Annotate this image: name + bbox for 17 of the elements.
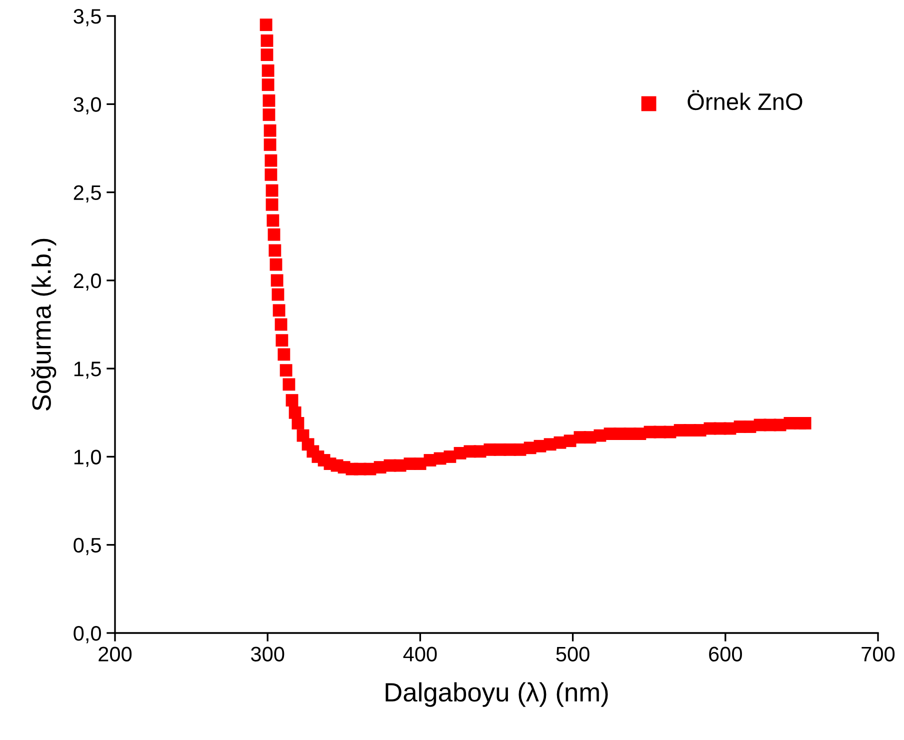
y-tick-label: 2,5 (74, 185, 101, 202)
x-tick-label: 500 (556, 646, 590, 662)
y-tick-label: 0,0 (74, 626, 101, 644)
legend-label: Örnek ZnO (688, 90, 802, 110)
y-tick-label: 1,5 (74, 362, 101, 379)
y-tick-label: 3,5 (74, 9, 101, 26)
x-tick-label: 200 (98, 646, 132, 662)
x-tick-label: 600 (709, 646, 742, 662)
x-tick-label: 300 (251, 646, 284, 662)
y-tick-label: 3,0 (74, 97, 101, 114)
y-axis-title: Soğurma (k.b.) (31, 238, 56, 411)
x-tick-label: 400 (403, 646, 437, 662)
x-axis-title: Dalgaboyu (λ) (nm) (386, 682, 608, 707)
y-tick-label: 0,5 (74, 538, 101, 556)
y-tick-label: 1,0 (74, 450, 101, 467)
x-tick-label: 700 (862, 646, 895, 662)
y-tick-label: 2,0 (74, 273, 101, 291)
